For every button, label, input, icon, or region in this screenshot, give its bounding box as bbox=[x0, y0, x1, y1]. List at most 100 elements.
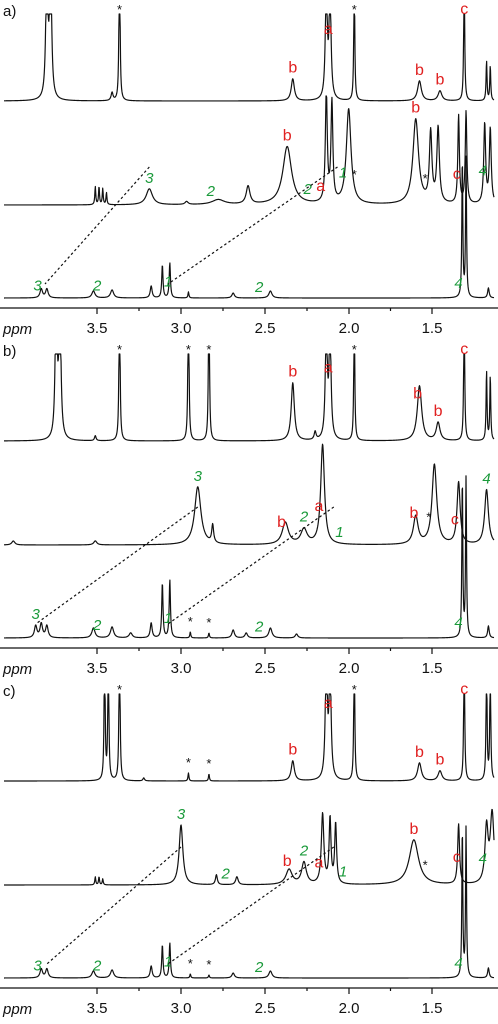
solvent-star-label: * bbox=[352, 342, 357, 357]
solvent-star-label: * bbox=[352, 2, 357, 17]
peak-label: c bbox=[453, 166, 461, 183]
correlation-line-2 bbox=[167, 846, 335, 965]
spectrum-trace-3 bbox=[3, 825, 495, 979]
peak-label: 2 bbox=[92, 957, 102, 974]
x-tick-label: 2.5 bbox=[255, 320, 276, 337]
peak-label: a bbox=[316, 178, 325, 195]
peak-label: b bbox=[413, 385, 422, 402]
peak-label: 3 bbox=[32, 606, 41, 623]
x-tick-label: 1.5 bbox=[422, 1000, 443, 1017]
solvent-star-label: * bbox=[188, 614, 193, 629]
peak-label: c bbox=[460, 681, 468, 698]
solvent-star-label: * bbox=[206, 342, 211, 357]
solvent-star-label: * bbox=[206, 756, 211, 771]
peak-label: a bbox=[324, 359, 333, 376]
peak-label: 2 bbox=[254, 279, 264, 296]
peak-label: 1 bbox=[335, 524, 343, 541]
peak-label: 4 bbox=[454, 275, 462, 292]
correlation-line-1 bbox=[46, 846, 182, 965]
solvent-star-label: * bbox=[206, 957, 211, 972]
spectrum-trace-3 bbox=[3, 155, 495, 299]
peak-label: c bbox=[460, 1, 468, 18]
x-tick-label: 1.5 bbox=[422, 660, 443, 677]
peak-label: c bbox=[451, 512, 459, 529]
x-axis-label: ppm bbox=[2, 1001, 32, 1018]
x-tick-label: 3.0 bbox=[171, 1000, 192, 1017]
peak-label: 3 bbox=[33, 278, 42, 295]
solvent-star-label: * bbox=[188, 956, 193, 971]
peak-label: 4 bbox=[454, 955, 462, 972]
x-tick-label: 3.5 bbox=[87, 1000, 108, 1017]
peak-label: 2 bbox=[254, 959, 264, 976]
peak-label: b bbox=[409, 821, 418, 838]
peak-label: a bbox=[324, 695, 333, 712]
x-axis-label: ppm bbox=[2, 321, 32, 338]
peak-label: 3 bbox=[177, 806, 186, 823]
peak-label: 4 bbox=[454, 615, 462, 632]
peak-label: 1 bbox=[339, 863, 347, 880]
solvent-star-label: * bbox=[352, 167, 357, 182]
peak-label: 4 bbox=[479, 162, 487, 179]
x-tick-label: 2.5 bbox=[255, 1000, 276, 1017]
peak-label: 1 bbox=[164, 274, 172, 291]
peak-label: c bbox=[453, 849, 461, 866]
peak-label: b bbox=[415, 62, 424, 79]
solvent-star-label: * bbox=[206, 615, 211, 630]
peak-label: 2 bbox=[299, 842, 309, 859]
spectrum-trace-1 bbox=[3, 353, 495, 442]
correlation-line-1 bbox=[44, 166, 150, 285]
peak-label: a bbox=[324, 21, 333, 38]
peak-label: b bbox=[411, 100, 420, 117]
peak-label: 3 bbox=[33, 958, 42, 975]
peak-label: b bbox=[415, 744, 424, 761]
peak-label: 4 bbox=[482, 470, 490, 487]
peak-label: b bbox=[436, 72, 445, 89]
peak-label: b bbox=[283, 127, 292, 144]
spectrum-trace-1 bbox=[3, 693, 495, 782]
solvent-star-label: * bbox=[117, 682, 122, 697]
correlation-line-1 bbox=[35, 506, 199, 625]
peak-label: b bbox=[288, 60, 297, 77]
spectrum-trace-3 bbox=[3, 475, 495, 639]
x-tick-label: 3.5 bbox=[87, 320, 108, 337]
peak-label: b bbox=[434, 403, 443, 420]
x-tick-label: 3.0 bbox=[171, 320, 192, 337]
peak-label: 4 bbox=[479, 851, 487, 868]
peak-label: 3 bbox=[194, 468, 203, 485]
x-tick-label: 2.0 bbox=[339, 320, 360, 337]
peak-label: 1 bbox=[164, 610, 172, 627]
solvent-star-label: * bbox=[117, 342, 122, 357]
peak-label: c bbox=[460, 341, 468, 358]
peak-label: b bbox=[288, 742, 297, 759]
x-tick-label: 1.5 bbox=[422, 320, 443, 337]
peak-label: b bbox=[288, 364, 297, 381]
solvent-star-label: * bbox=[186, 755, 191, 770]
correlation-line-2 bbox=[167, 506, 335, 625]
solvent-star-label: * bbox=[352, 682, 357, 697]
panel-label: b) bbox=[3, 343, 16, 360]
peak-label: b bbox=[277, 514, 286, 531]
peak-label: 2 bbox=[92, 277, 102, 294]
peak-label: b bbox=[436, 752, 445, 769]
panel-label: a) bbox=[3, 3, 16, 20]
peak-label: b bbox=[409, 505, 418, 522]
spectrum-trace-2 bbox=[3, 443, 495, 546]
solvent-star-label: * bbox=[423, 171, 428, 186]
x-tick-label: 3.0 bbox=[171, 660, 192, 677]
x-axis-label: ppm bbox=[2, 661, 32, 678]
peak-label: 2 bbox=[92, 617, 102, 634]
x-tick-label: 2.0 bbox=[339, 1000, 360, 1017]
peak-label: 2 bbox=[254, 619, 264, 636]
peak-label: 2 bbox=[221, 865, 231, 882]
solvent-star-label: * bbox=[426, 509, 431, 524]
spectrum-trace-2 bbox=[3, 808, 495, 886]
peak-label: b bbox=[283, 853, 292, 870]
spectrum-trace-1 bbox=[3, 13, 495, 102]
peak-label: 2 bbox=[299, 509, 309, 526]
peak-label: 2 bbox=[303, 181, 313, 198]
solvent-star-label: * bbox=[186, 342, 191, 357]
